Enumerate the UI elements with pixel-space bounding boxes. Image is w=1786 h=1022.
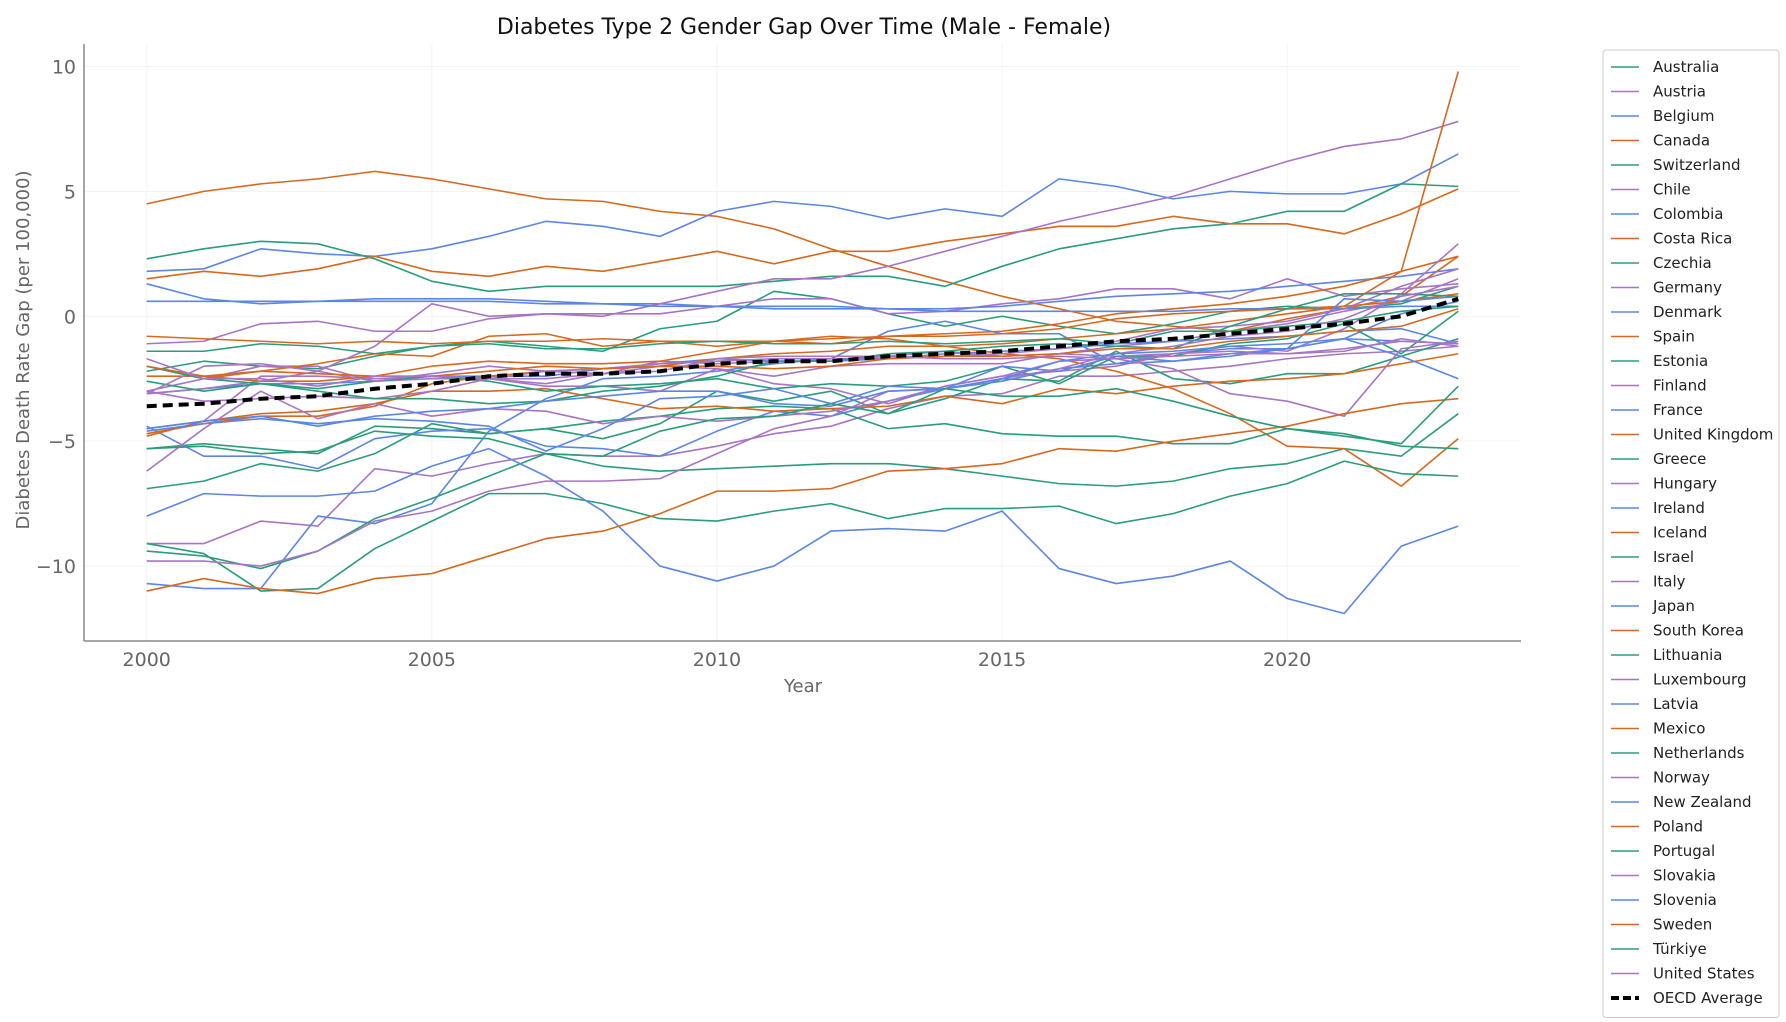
axes: 2000 2005 2010 2015 2020 −10 −5 0 5 10 xyxy=(36,44,1521,671)
series-line-netherlands xyxy=(146,305,1459,355)
legend-box xyxy=(1602,49,1780,1018)
legend: Australia Austria Belgium Canada Switzerland… xyxy=(1602,49,1780,1018)
series-line-t-rkiye xyxy=(146,385,1459,457)
series-line-sweden xyxy=(146,308,1459,378)
legend-entry: Türkiye xyxy=(1652,940,1707,958)
legend-entry: Spain xyxy=(1653,328,1695,346)
series-line-canada xyxy=(146,170,1459,333)
chart-title: Diabetes Type 2 Gender Gap Over Time (Ma… xyxy=(497,15,1111,40)
series-line-greece xyxy=(146,405,1459,490)
x-tick-label: 2015 xyxy=(978,649,1026,671)
legend-entry: Hungary xyxy=(1653,475,1717,493)
series-line-chile xyxy=(146,345,1459,545)
series-line-slovenia xyxy=(146,337,1459,430)
legend-entry: Poland xyxy=(1653,818,1703,836)
legend-entry: Israel xyxy=(1653,548,1694,566)
series-line-finland xyxy=(146,243,1459,430)
series-line-italy xyxy=(146,340,1459,395)
legend-entry: Ireland xyxy=(1653,499,1705,517)
legend-entry: United States xyxy=(1653,965,1755,983)
legend-entry: South Korea xyxy=(1653,622,1744,640)
legend-entry: Germany xyxy=(1653,279,1722,297)
series-line-lithuania xyxy=(146,460,1459,592)
series-line-costa-rica xyxy=(146,188,1459,280)
legend-entry: Slovenia xyxy=(1653,891,1717,909)
series-line-slovakia xyxy=(146,285,1459,567)
y-tick-label: 10 xyxy=(52,56,76,78)
series-line-new-zealand xyxy=(146,295,1459,452)
series-line-norway xyxy=(146,268,1459,403)
legend-entry: Canada xyxy=(1653,132,1710,150)
y-tick-label: 0 xyxy=(64,306,76,328)
legend-entry: Australia xyxy=(1653,58,1719,76)
series-lines xyxy=(146,71,1460,615)
legend-entry: Chile xyxy=(1653,181,1691,199)
legend-entry: Belgium xyxy=(1653,107,1715,125)
legend-entry: Japan xyxy=(1652,597,1695,615)
series-line-oecd-average xyxy=(146,296,1459,409)
legend-entry: Luxembourg xyxy=(1653,671,1747,689)
legend-entry: Colombia xyxy=(1653,205,1724,223)
legend-entry: Latvia xyxy=(1653,695,1699,713)
series-line-mexico xyxy=(146,71,1460,345)
series-line-united-states xyxy=(146,337,1459,388)
series-line-germany xyxy=(146,278,1459,345)
legend-entry: Lithuania xyxy=(1653,646,1722,664)
legend-entry: Switzerland xyxy=(1653,156,1741,174)
legend-entry: Netherlands xyxy=(1653,744,1745,762)
series-line-japan xyxy=(146,300,1459,313)
y-tick-label: −10 xyxy=(36,556,76,578)
y-tick-label: 5 xyxy=(64,181,76,203)
gridlines xyxy=(84,44,1521,641)
x-tick-label: 2000 xyxy=(123,649,171,671)
series-line-poland xyxy=(146,397,1459,595)
legend-entry: Norway xyxy=(1653,769,1710,787)
x-tick-label: 2020 xyxy=(1263,649,1311,671)
x-tick-label: 2005 xyxy=(408,649,456,671)
legend-entry: New Zealand xyxy=(1653,793,1752,811)
series-line-switzerland xyxy=(146,183,1459,293)
series-line-latvia xyxy=(146,447,1459,615)
legend-entry: OECD Average xyxy=(1653,989,1763,1007)
series-line-luxembourg xyxy=(146,340,1459,472)
legend-entry: Greece xyxy=(1653,450,1706,468)
series-line-estonia xyxy=(146,413,1459,570)
series-line-south-korea xyxy=(146,292,1459,435)
y-tick-label: −5 xyxy=(48,431,76,453)
series-line-hungary xyxy=(146,120,1459,395)
legend-entry: Slovakia xyxy=(1653,867,1716,885)
legend-entry: France xyxy=(1653,401,1703,419)
y-axis-label: Diabetes Death Rate Gap (per 100,000) xyxy=(13,171,34,530)
legend-entry: United Kingdom xyxy=(1653,426,1773,444)
legend-entry: Iceland xyxy=(1653,524,1707,542)
series-line-denmark xyxy=(146,268,1459,310)
legend-entry: Czechia xyxy=(1653,254,1712,272)
legend-entry: Costa Rica xyxy=(1653,230,1732,248)
series-line-united-kingdom xyxy=(146,335,1459,487)
series-line-spain xyxy=(146,255,1459,380)
x-axis-label: Year xyxy=(783,676,823,697)
legend-entry: Estonia xyxy=(1653,352,1708,370)
legend-entry: Italy xyxy=(1653,573,1686,591)
series-line-belgium xyxy=(146,153,1459,273)
series-line-israel xyxy=(146,310,1459,393)
legend-entry: Mexico xyxy=(1653,720,1705,738)
legend-entry: Austria xyxy=(1653,83,1706,101)
legend-entry: Denmark xyxy=(1653,303,1722,321)
x-tick-label: 2010 xyxy=(693,649,741,671)
legend-entry: Portugal xyxy=(1653,842,1715,860)
legend-entry: Sweden xyxy=(1653,916,1712,934)
legend-entry: Finland xyxy=(1653,377,1707,395)
